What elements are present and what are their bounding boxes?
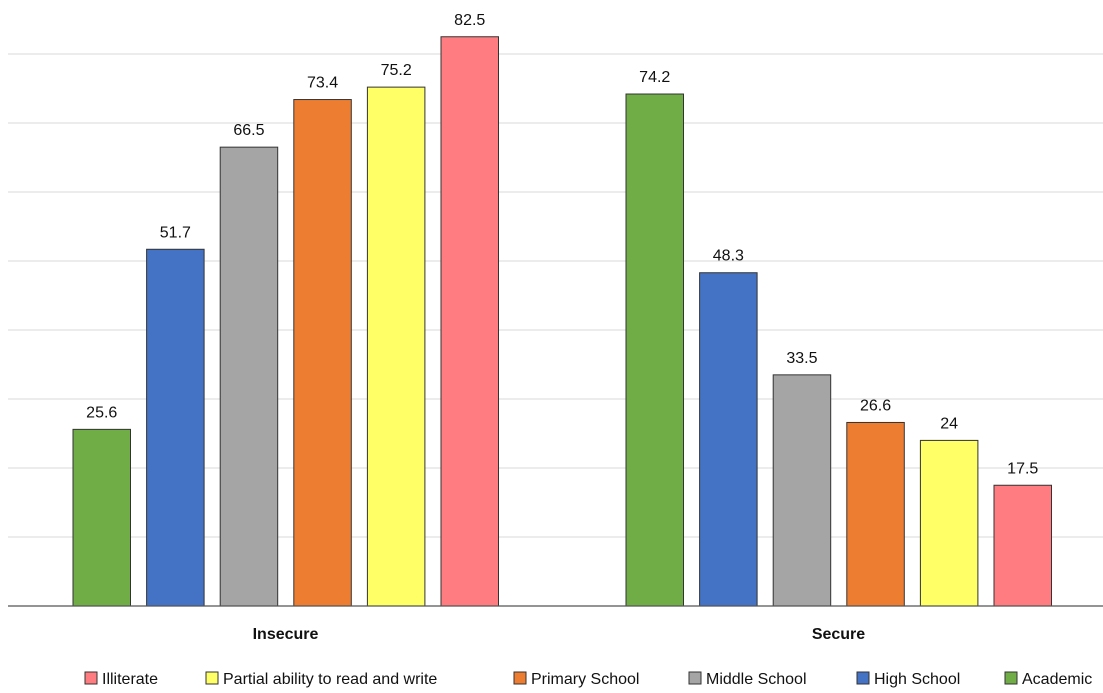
legend-swatch [205, 671, 219, 685]
legend-item: Illiterate [84, 671, 158, 688]
legend-item: High School [856, 671, 960, 688]
bar-secure-high-school [699, 272, 758, 607]
bar-insecure-academic [72, 428, 131, 607]
bar-secure-illiterate [993, 484, 1052, 607]
value-labels: 25.6 51.7 66.5 73.4 75.2 82.5 74.2 48.3 33.5 26.6… [86, 12, 1038, 478]
data-label: 75.2 [381, 62, 412, 79]
legend-label: Middle School [706, 671, 807, 688]
legend-swatch [1004, 671, 1018, 685]
data-label: 51.7 [160, 224, 191, 241]
legend-item: Partial ability to read and write [205, 671, 437, 688]
legend-swatch [856, 671, 870, 685]
bar-insecure-partial-ability-to-read-and-write [366, 86, 426, 607]
legend-label: Illiterate [102, 671, 158, 688]
data-label: 66.5 [233, 122, 264, 139]
legend-swatch [84, 671, 98, 685]
category-label: Insecure [253, 626, 319, 643]
data-label: 33.5 [786, 350, 817, 367]
category-label: Secure [812, 626, 865, 643]
bar-secure-academic [625, 93, 684, 607]
bar-insecure-illiterate [440, 36, 499, 607]
legend-label: Academic [1022, 671, 1092, 688]
data-label: 74.2 [639, 69, 670, 86]
data-label: 26.6 [860, 397, 891, 414]
bar-secure-middle-school [772, 374, 832, 607]
bar-insecure-middle-school [219, 146, 279, 607]
bar-insecure-high-school [146, 248, 205, 607]
legend: Illiterate Partial ability to read and wr… [84, 671, 1092, 688]
data-label: 48.3 [713, 248, 744, 265]
legend-label: Partial ability to read and write [223, 671, 437, 688]
bar-insecure-primary-school [293, 99, 352, 607]
data-label: 17.5 [1007, 460, 1038, 477]
bar-secure-primary-school [846, 421, 905, 607]
bar-secure-partial-ability-to-read-and-write [919, 439, 979, 607]
data-label: 73.4 [307, 75, 338, 92]
legend-item: Middle School [688, 671, 807, 688]
legend-swatch [688, 671, 702, 685]
data-label: 24 [940, 415, 958, 432]
data-label: 82.5 [454, 12, 485, 29]
data-label: 25.6 [86, 404, 117, 421]
legend-label: Primary School [531, 671, 639, 688]
category-labels: Insecure Secure [253, 626, 866, 643]
bars [72, 36, 1052, 607]
legend-label: High School [874, 671, 960, 688]
legend-item: Primary School [513, 671, 639, 688]
legend-item: Academic [1004, 671, 1092, 688]
legend-swatch [513, 671, 527, 685]
